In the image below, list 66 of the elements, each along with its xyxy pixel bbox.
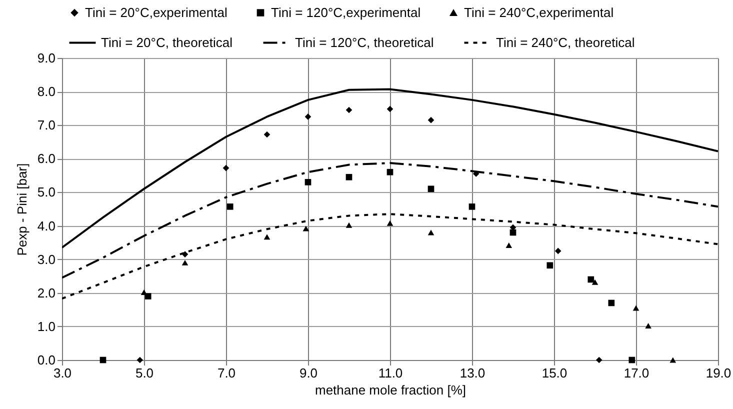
x-tick-label: 3.0 [53, 366, 72, 380]
y-tick-label: 7.0 [37, 118, 56, 133]
point [222, 164, 230, 172]
point [510, 229, 516, 236]
point [592, 279, 598, 285]
x-axis-title: methane mole fraction [%] [314, 382, 466, 398]
point [264, 234, 270, 240]
line-series [62, 162, 718, 279]
point [346, 106, 352, 114]
legend-label: Tini = 240°C,experimental [464, 4, 614, 20]
point [182, 251, 188, 258]
legend-label: Tini = 120°C,experimental [271, 4, 421, 20]
point [428, 116, 434, 124]
x-tick-label: 19.0 [706, 366, 732, 380]
point [136, 356, 144, 364]
y-tick-label: 5.0 [37, 184, 56, 200]
point [386, 106, 394, 112]
legend-label: Tini = 120°C, theoretical [295, 34, 434, 50]
point [546, 262, 554, 269]
legend-label: Tini = 20°C, theoretical [101, 34, 233, 50]
point [100, 356, 106, 364]
y-tick-label: 0.0 [37, 352, 56, 368]
y-tick-label: 3.0 [37, 252, 56, 267]
y-tick-label: 1.0 [37, 318, 56, 334]
x-tick-label: 9.0 [299, 366, 318, 380]
point [628, 356, 636, 364]
point [670, 357, 676, 363]
point [632, 305, 640, 311]
point [140, 289, 148, 295]
x-tick-label: 11.0 [378, 366, 403, 380]
point [386, 168, 394, 176]
point [428, 186, 434, 192]
point [386, 220, 394, 226]
point [506, 242, 512, 248]
point [346, 222, 352, 228]
point [264, 131, 270, 138]
point [468, 203, 476, 210]
point [645, 323, 652, 329]
point [554, 248, 562, 254]
point [302, 226, 310, 232]
point [472, 170, 480, 177]
y-tick-label: 2.0 [37, 285, 56, 300]
line-series [62, 88, 718, 249]
line-series [62, 213, 718, 300]
y-tick-label: 6.0 [37, 151, 56, 166]
point [226, 203, 234, 210]
legend-label: Tini = 240°C, theoretical [496, 34, 635, 50]
y-tick-label: 4.0 [37, 218, 56, 234]
point [304, 114, 312, 120]
x-tick-label: 7.0 [217, 366, 236, 380]
x-tick-label: 17.0 [624, 366, 650, 380]
legend-label: Tini = 20°C,experimental [85, 4, 228, 20]
point [182, 260, 188, 266]
point [596, 356, 602, 364]
point [346, 174, 352, 180]
y-tick-label: 8.0 [37, 84, 56, 100]
point [608, 300, 615, 306]
y-tick-label: 9.0 [37, 50, 56, 66]
point [304, 178, 312, 186]
y-axis-title: Pexp - Pini [bar] [14, 163, 30, 256]
point [588, 276, 594, 283]
x-tick-label: 15.0 [542, 366, 568, 380]
x-tick-label: 13.0 [460, 366, 486, 380]
point [428, 230, 434, 236]
point [144, 293, 152, 300]
x-tick-label: 5.0 [135, 366, 154, 380]
